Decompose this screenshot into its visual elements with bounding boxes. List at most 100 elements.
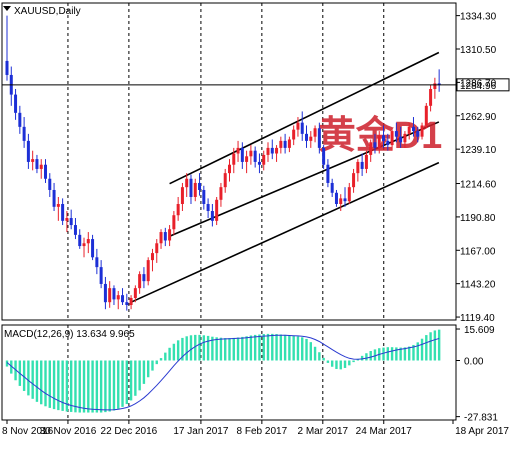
macd-bar	[232, 337, 235, 361]
macd-bar	[296, 336, 300, 361]
candle-body	[180, 187, 184, 205]
macd-bar	[373, 349, 377, 361]
candle	[125, 293, 129, 311]
macd-signal	[6, 334, 440, 411]
candle	[172, 211, 176, 235]
candle-body	[424, 105, 428, 126]
candle	[309, 131, 313, 148]
candle-body	[121, 295, 125, 303]
macd-bar	[249, 335, 253, 361]
price-tick-label: 1239.10	[460, 145, 497, 156]
trend-channel	[130, 51, 440, 303]
chart-header: XAUUSD,Daily MACD(12,26,9) 13.634 9.965	[3, 6, 135, 340]
macd-bar	[420, 338, 424, 361]
candle-body	[292, 129, 296, 140]
candle-body	[390, 131, 394, 146]
candle	[210, 204, 214, 227]
macd-bar	[429, 332, 432, 361]
candle-body	[236, 147, 240, 154]
macd-bar	[198, 334, 201, 361]
candle-body	[377, 135, 381, 148]
candle	[14, 88, 18, 120]
candle-body	[91, 239, 95, 258]
candles	[5, 15, 441, 311]
macd-bar	[262, 334, 265, 361]
candle-body	[266, 147, 270, 155]
macd-bar	[121, 360, 124, 407]
candle-body	[82, 243, 86, 247]
macd-bar	[10, 360, 13, 374]
candle-body	[56, 204, 60, 207]
candle	[91, 234, 95, 261]
candle-body	[198, 182, 202, 190]
candle	[65, 211, 69, 233]
candle	[155, 239, 159, 263]
macd-bar	[416, 342, 419, 361]
candle	[407, 122, 411, 140]
candle-body	[172, 215, 176, 230]
candle-body	[407, 126, 411, 134]
price-tick-label: 1190.80	[460, 213, 496, 224]
candle	[133, 285, 137, 303]
macd-bar	[253, 334, 257, 361]
macd-label: MACD(12,26,9) 13.634 9.965	[4, 329, 135, 340]
macd-bar	[181, 337, 184, 361]
price-tick-label: 1310.50	[460, 45, 497, 56]
candle-body	[133, 288, 137, 298]
macd-bar	[44, 360, 47, 407]
candle-body	[270, 147, 274, 154]
candle-body	[309, 136, 313, 141]
candle-body	[193, 182, 197, 197]
macd-bar	[35, 360, 39, 402]
candle	[116, 290, 120, 310]
candle-body	[219, 187, 223, 200]
candle	[382, 125, 386, 148]
macd-bar	[224, 338, 227, 361]
macd-bar	[283, 334, 287, 361]
macd-bar	[129, 360, 133, 401]
macd-bar	[352, 360, 355, 363]
macd-bar	[194, 334, 197, 361]
candle-body	[31, 159, 35, 162]
time-tick-label: 24 Mar 2017	[356, 426, 413, 437]
candle	[390, 128, 394, 151]
macd-bar	[301, 337, 304, 361]
macd-bar	[288, 335, 291, 361]
candle	[399, 126, 403, 148]
candle-body	[322, 147, 326, 165]
macd-bar	[65, 360, 69, 412]
candle	[429, 84, 433, 112]
candle	[146, 257, 150, 286]
candle-body	[176, 204, 180, 216]
candle	[82, 237, 86, 258]
candle	[202, 185, 206, 210]
candle	[112, 285, 116, 305]
candle	[330, 178, 334, 197]
candle-body	[240, 147, 244, 162]
candle	[322, 145, 326, 169]
candle-body	[189, 178, 193, 197]
macd-bar	[365, 353, 368, 361]
candle-body	[296, 122, 300, 130]
macd-histogram	[5, 329, 441, 413]
macd-bar	[343, 360, 347, 368]
candle-body	[382, 135, 386, 141]
macd-bar	[5, 360, 9, 367]
candle	[142, 267, 146, 289]
candle-body	[86, 239, 90, 244]
candle	[26, 133, 30, 169]
candle	[18, 105, 22, 134]
candle	[403, 131, 407, 148]
candle	[411, 117, 415, 137]
candle	[249, 145, 253, 165]
candle-body	[356, 161, 360, 174]
candle-body	[52, 189, 56, 207]
macd-bar	[309, 342, 312, 361]
candle-body	[78, 234, 82, 247]
candle	[292, 125, 296, 146]
macd-bar	[241, 336, 244, 361]
price-tick-label: 1334.30	[460, 12, 497, 23]
candle	[386, 133, 390, 151]
price-tick-label: 1143.20	[460, 280, 496, 291]
